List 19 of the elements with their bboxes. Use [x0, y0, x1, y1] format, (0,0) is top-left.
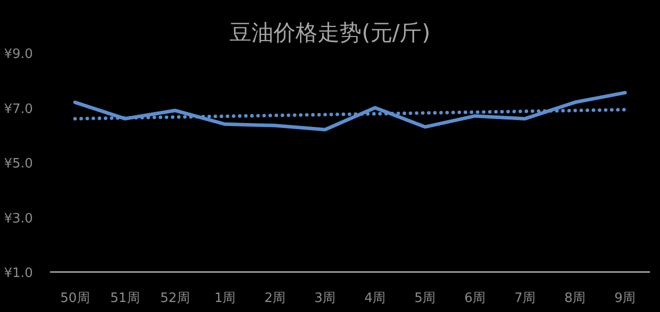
- x-tick-label: 4周: [364, 291, 386, 306]
- y-tick-label: ¥9.0: [4, 47, 33, 62]
- x-tick-label: 50周: [60, 291, 90, 306]
- x-tick-label: 7周: [514, 291, 536, 306]
- x-tick-label: 5周: [414, 291, 436, 306]
- x-tick-label: 8周: [564, 291, 586, 306]
- y-tick-label: ¥1.0: [4, 266, 33, 281]
- y-tick-label: ¥7.0: [4, 102, 33, 117]
- line-series: [73, 90, 627, 132]
- x-tick-label: 9周: [614, 291, 636, 306]
- x-tick-label: 2周: [264, 291, 286, 306]
- x-tick-label: 3周: [314, 291, 336, 306]
- x-tick-label: 52周: [160, 291, 190, 306]
- x-tick-label: 1周: [214, 291, 236, 306]
- x-tick-label: 51周: [110, 291, 140, 306]
- chart-title: 豆油价格走势(元/斤): [230, 21, 430, 46]
- y-tick-label: ¥5.0: [4, 156, 33, 172]
- x-tick-label: 6周: [464, 291, 486, 306]
- y-tick-label: ¥3.0: [4, 211, 33, 226]
